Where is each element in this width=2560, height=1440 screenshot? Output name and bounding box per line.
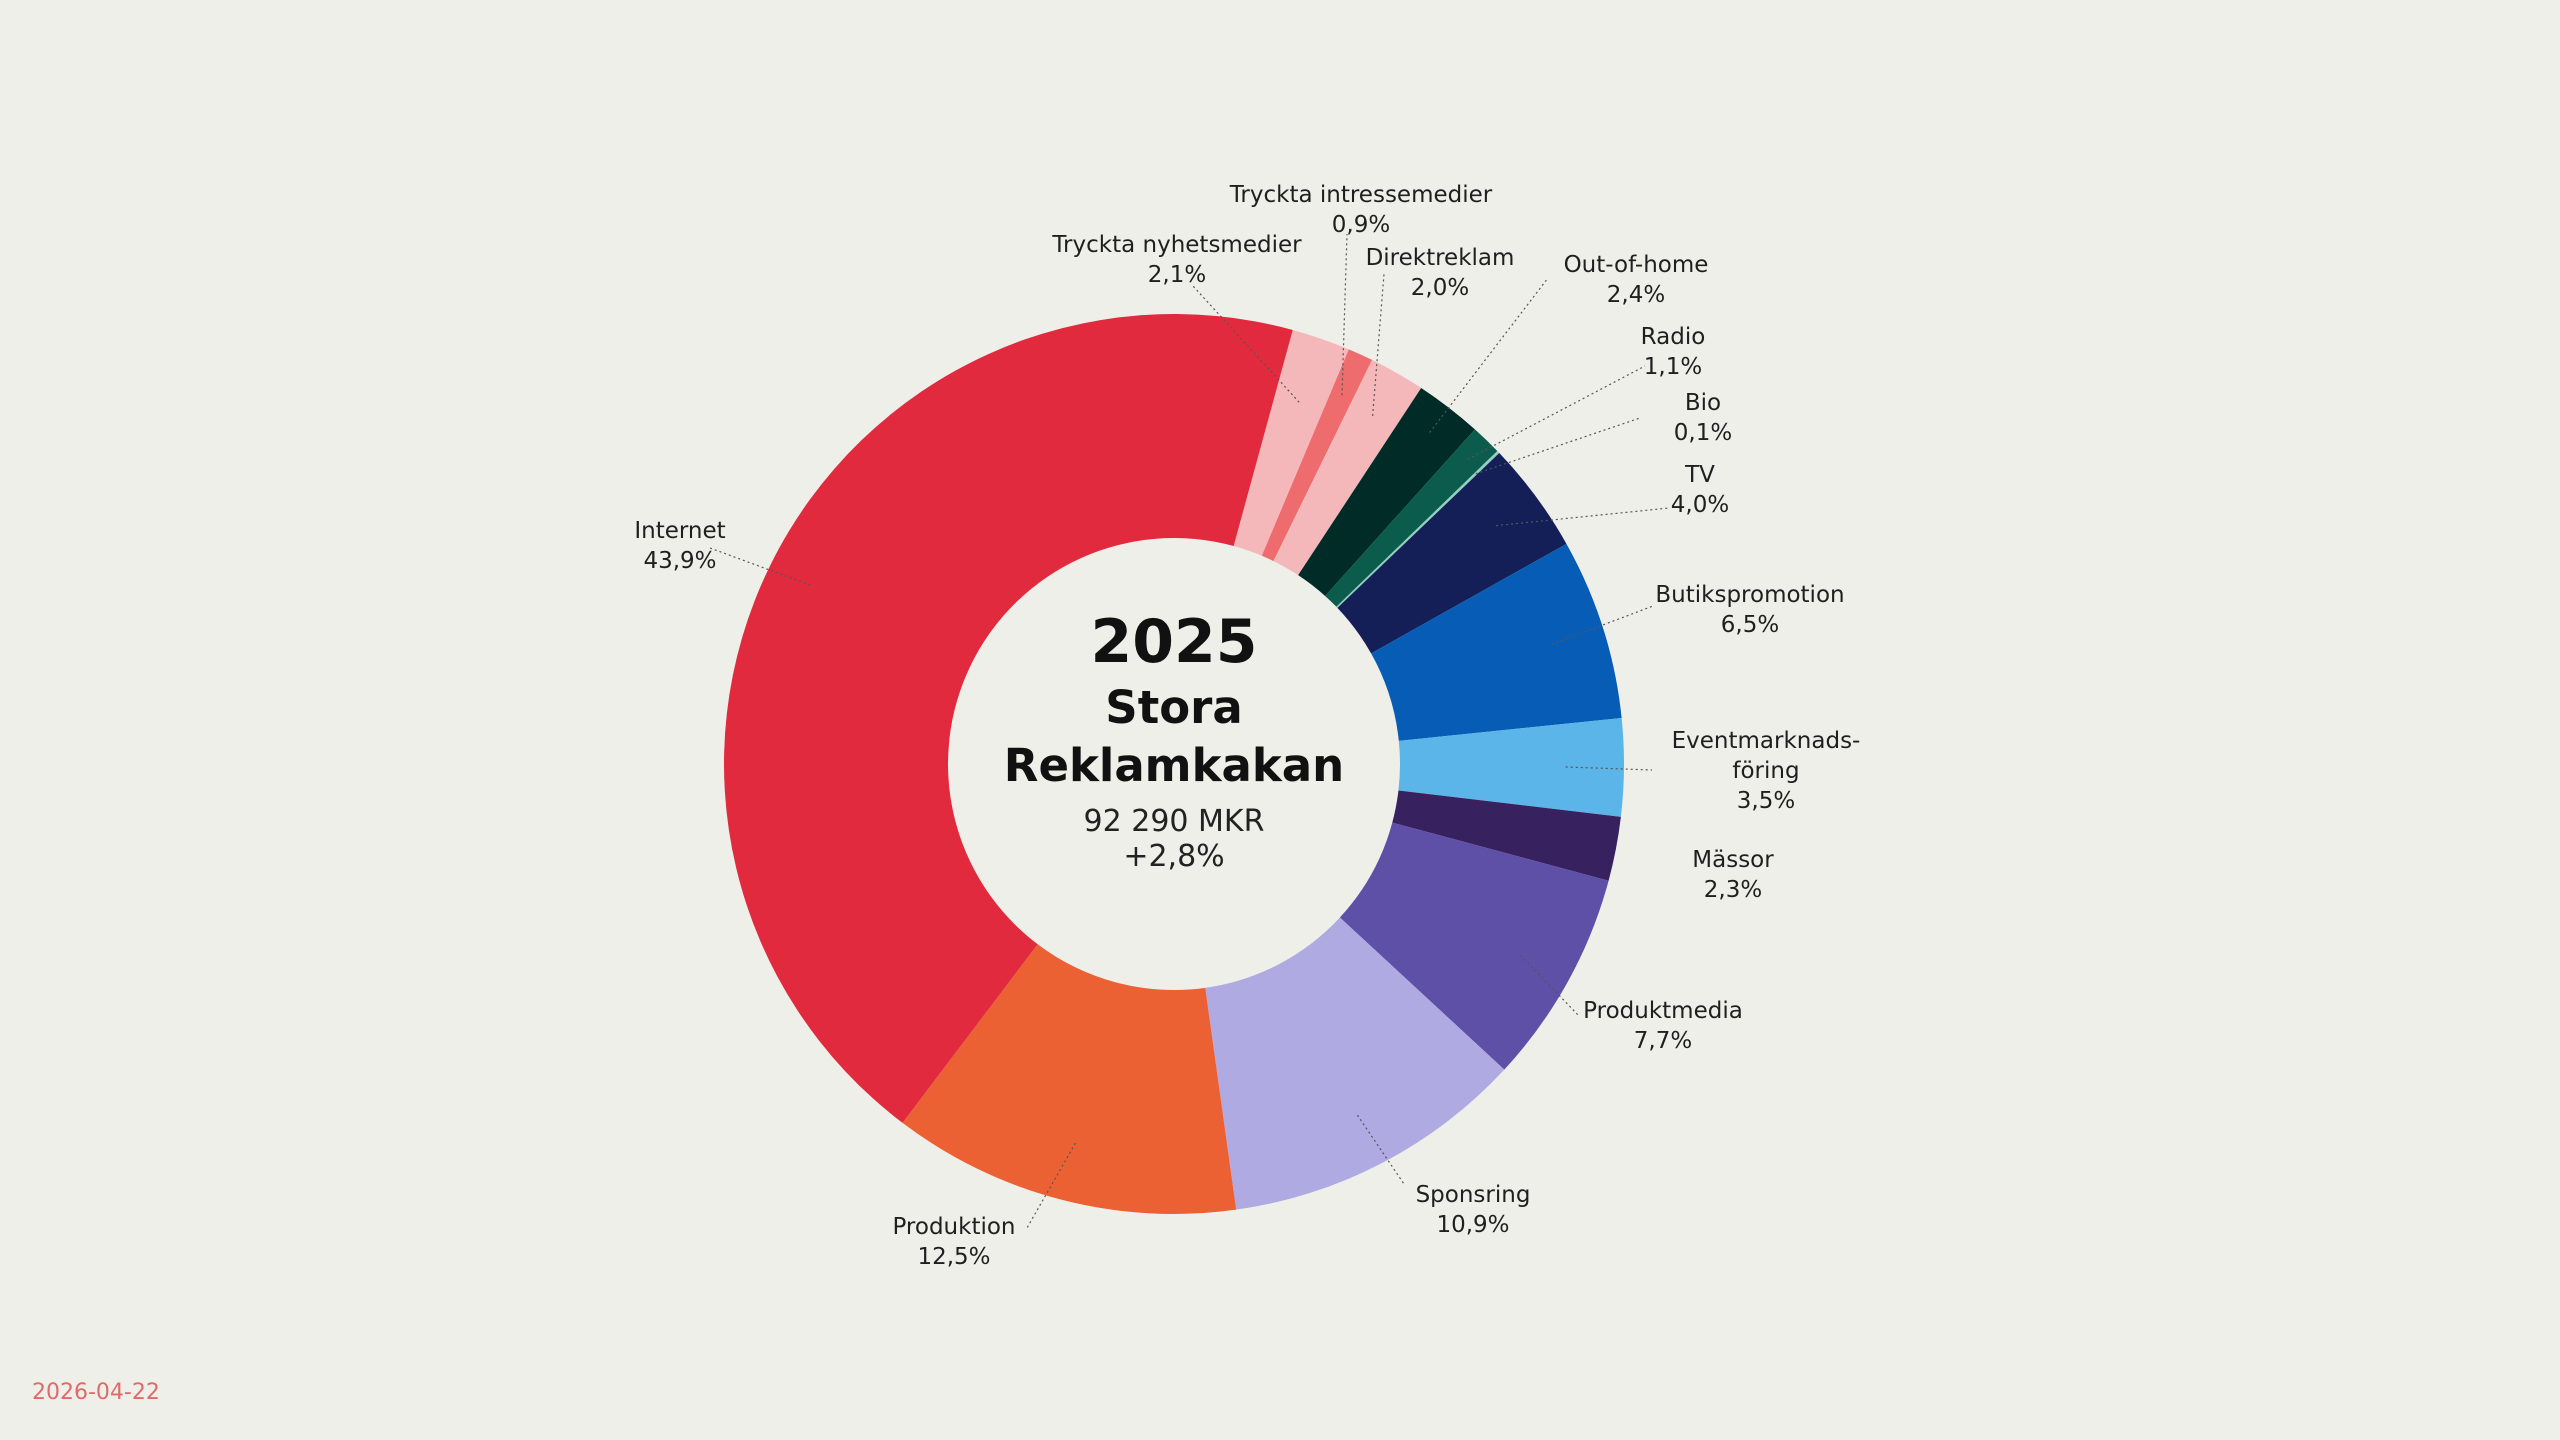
slice-internet bbox=[723, 313, 1293, 1123]
label-bio: Bio 0,1% bbox=[1674, 390, 1732, 446]
slice-direktreklam bbox=[1273, 359, 1422, 576]
label-direktreklam: Direktreklam 2,0% bbox=[1366, 245, 1515, 301]
slice-butikspromotion bbox=[1371, 543, 1622, 741]
label-name-internet: Internet bbox=[634, 518, 725, 544]
chart-center-text: 2025 Stora Reklamkakan 92 290 MKR +2,8% bbox=[1004, 607, 1344, 874]
leader-line-eventmarknadsforing bbox=[1565, 766, 1653, 771]
label-value-produktion: 12,5% bbox=[917, 1244, 990, 1270]
slice-tv bbox=[1337, 453, 1567, 654]
label-name-eventmarknadsforing: föring bbox=[1732, 758, 1799, 784]
label-name-butikspromotion: Butikspromotion bbox=[1655, 582, 1844, 608]
label-tryckta-intressemedier: Tryckta intressemedier 0,9% bbox=[1229, 182, 1493, 238]
leader-line-bio bbox=[1475, 417, 1641, 475]
label-value-radio: 1,1% bbox=[1644, 354, 1702, 380]
label-value-tryckta-nyhetsmedier: 2,1% bbox=[1148, 262, 1206, 288]
label-internet: Internet 43,9% bbox=[634, 518, 725, 574]
slice-out-of-home bbox=[1298, 387, 1475, 596]
center-change: +2,8% bbox=[1123, 839, 1224, 874]
label-value-internet: 43,9% bbox=[643, 548, 716, 574]
leader-line-butikspromotion bbox=[1551, 605, 1654, 645]
label-tryckta-nyhetsmedier: Tryckta nyhetsmedier 2,1% bbox=[1051, 232, 1302, 288]
leader-line-sponsring bbox=[1356, 1114, 1405, 1185]
label-value-butikspromotion: 6,5% bbox=[1721, 612, 1779, 638]
label-name-bio: Bio bbox=[1685, 390, 1721, 416]
label-massor: Mässor 2,3% bbox=[1692, 847, 1774, 903]
slice-produktion bbox=[902, 944, 1237, 1215]
center-year: 2025 bbox=[1091, 607, 1258, 677]
label-name-produktmedia: Produktmedia bbox=[1583, 998, 1743, 1024]
label-out-of-home: Out-of-home 2,4% bbox=[1564, 252, 1709, 308]
label-value-tryckta-intressemedier: 0,9% bbox=[1332, 212, 1390, 238]
slice-bio bbox=[1336, 451, 1500, 608]
slice-tryckta-nyhetsmedier bbox=[1233, 329, 1349, 556]
center-total: 92 290 MKR bbox=[1084, 804, 1265, 839]
label-eventmarknadsforing: Eventmarknads-föring 3,5% bbox=[1672, 728, 1861, 814]
label-produktmedia: Produktmedia 7,7% bbox=[1583, 998, 1743, 1054]
label-radio: Radio 1,1% bbox=[1641, 324, 1706, 380]
leader-line-tv bbox=[1496, 507, 1670, 527]
slice-eventmarknadsforing bbox=[1398, 717, 1624, 817]
chart-labels: Tryckta nyhetsmedier 2,1% Tryckta intresse… bbox=[634, 182, 1860, 1270]
label-value-eventmarknadsforing: 3,5% bbox=[1737, 788, 1795, 814]
leader-line-produktion bbox=[1026, 1142, 1076, 1229]
slice-massor bbox=[1392, 790, 1621, 881]
center-title-line2: Reklamkakan bbox=[1004, 739, 1344, 792]
leader-line-tryckta-nyhetsmedier bbox=[1192, 285, 1300, 403]
leader-line-direktreklam bbox=[1372, 273, 1385, 417]
label-sponsring: Sponsring 10,9% bbox=[1416, 1182, 1531, 1238]
label-name-tv: TV bbox=[1684, 462, 1715, 488]
label-value-produktmedia: 7,7% bbox=[1634, 1028, 1692, 1054]
label-name-massor: Mässor bbox=[1692, 847, 1774, 873]
label-value-massor: 2,3% bbox=[1704, 877, 1762, 903]
label-name-out-of-home: Out-of-home bbox=[1564, 252, 1709, 278]
chart-slices bbox=[723, 313, 1624, 1215]
slice-tryckta-intressemedier bbox=[1261, 349, 1373, 562]
label-name-tryckta-intressemedier: Tryckta intressemedier bbox=[1229, 182, 1493, 208]
slice-sponsring bbox=[1205, 917, 1505, 1210]
label-value-direktreklam: 2,0% bbox=[1411, 275, 1469, 301]
label-butikspromotion: Butikspromotion 6,5% bbox=[1655, 582, 1844, 638]
label-value-out-of-home: 2,4% bbox=[1607, 282, 1665, 308]
label-value-bio: 0,1% bbox=[1674, 420, 1732, 446]
leader-line-radio bbox=[1467, 365, 1646, 460]
slice-produktmedia bbox=[1339, 822, 1609, 1070]
label-name-eventmarknadsforing: Eventmarknads- bbox=[1672, 728, 1861, 754]
label-name-direktreklam: Direktreklam bbox=[1366, 245, 1515, 271]
label-tv: TV 4,0% bbox=[1671, 462, 1729, 518]
label-value-tv: 4,0% bbox=[1671, 492, 1729, 518]
slice-radio bbox=[1325, 429, 1498, 607]
date-stamp: 2026-04-22 bbox=[32, 1380, 160, 1405]
chart-leader-lines bbox=[709, 233, 1670, 1229]
leader-line-produktmedia bbox=[1520, 955, 1580, 1017]
label-name-sponsring: Sponsring bbox=[1416, 1182, 1531, 1208]
label-name-radio: Radio bbox=[1641, 324, 1706, 350]
center-title-line1: Stora bbox=[1105, 681, 1242, 734]
label-name-produktion: Produktion bbox=[892, 1214, 1015, 1240]
label-name-tryckta-nyhetsmedier: Tryckta nyhetsmedier bbox=[1051, 232, 1302, 258]
label-produktion: Produktion 12,5% bbox=[892, 1214, 1015, 1270]
label-value-sponsring: 10,9% bbox=[1436, 1212, 1509, 1238]
leader-line-tryckta-intressemedier bbox=[1341, 233, 1348, 396]
